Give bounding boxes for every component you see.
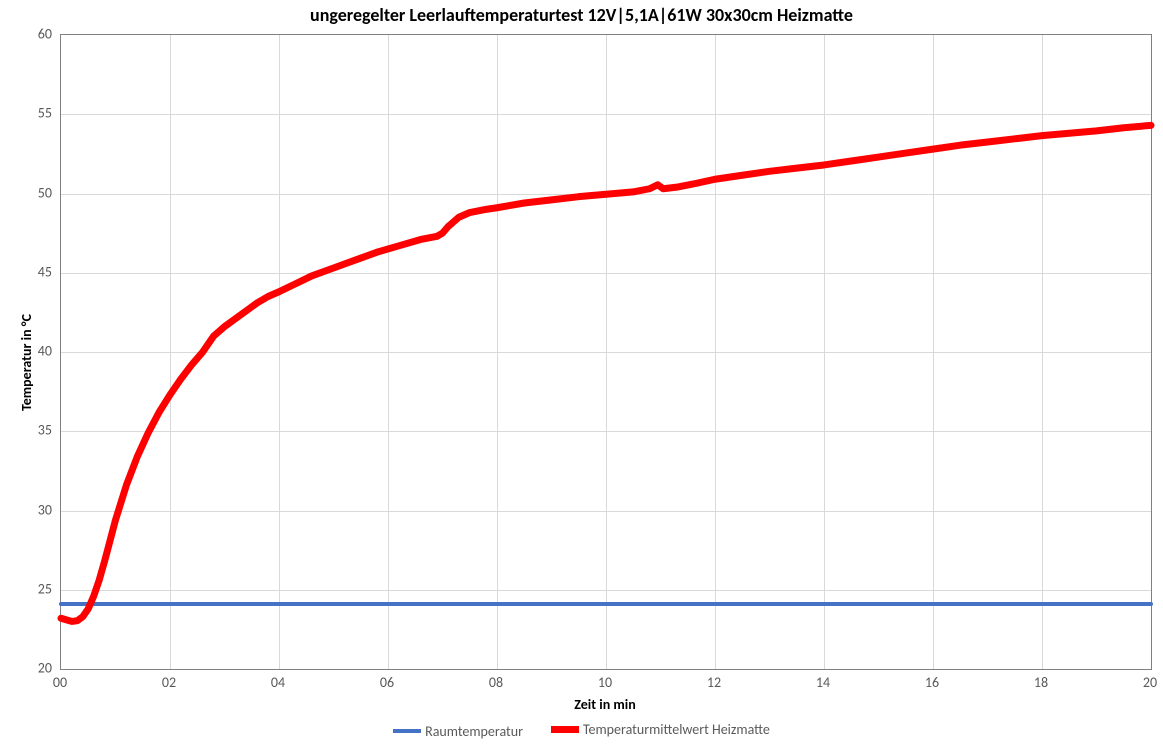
legend-item: Temperaturmittelwert Heizmatte [551,721,770,738]
x-tick-label: 06 [380,674,394,691]
chart-container: ungeregelter Leerlauftemperaturtest 12V|… [0,0,1163,754]
y-tick-label: 55 [38,105,52,122]
legend: Raumtemperatur Temperaturmittelwert Heizm… [0,720,1163,740]
plot-area [60,34,1152,670]
chart-title: ungeregelter Leerlauftemperaturtest 12V|… [0,4,1163,26]
x-tick-label: 02 [162,674,176,691]
x-tick-label: 20 [1143,674,1157,691]
x-tick-label: 18 [1034,674,1048,691]
y-tick-label: 60 [38,26,52,43]
x-tick-label: 16 [925,674,939,691]
x-tick-label: 12 [707,674,721,691]
y-tick-label: 35 [38,422,52,439]
y-tick-label: 30 [38,501,52,518]
y-tick-label: 40 [38,343,52,360]
y-tick-label: 50 [38,184,52,201]
y-axis-label: Temperatur in °C [18,314,35,411]
series-layer [61,35,1151,669]
legend-label: Raumtemperatur [425,723,523,740]
legend-swatch [551,726,579,733]
series-line [61,125,1151,621]
x-tick-label: 04 [271,674,285,691]
x-tick-label: 08 [489,674,503,691]
legend-label: Temperaturmittelwert Heizmatte [583,721,770,738]
x-axis-label: Zeit in min [60,696,1150,713]
x-tick-label: 10 [598,674,612,691]
legend-item: Raumtemperatur [393,723,523,740]
y-tick-label: 25 [38,580,52,597]
y-tick-label: 45 [38,263,52,280]
x-tick-label: 00 [53,674,67,691]
legend-swatch [393,729,421,733]
x-tick-label: 14 [816,674,830,691]
y-tick-label: 20 [38,660,52,677]
